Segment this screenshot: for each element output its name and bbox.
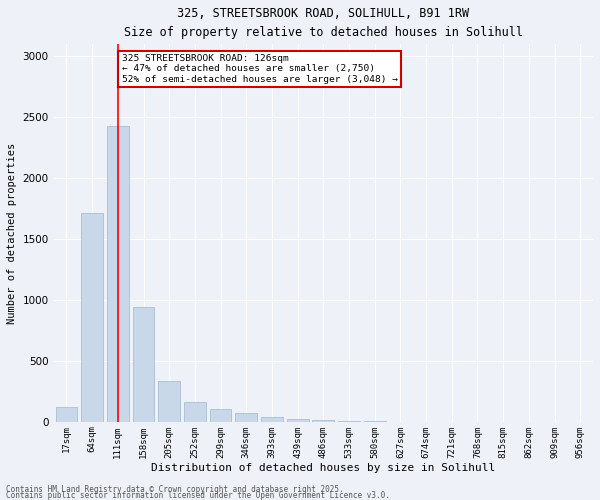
Bar: [184, 402, 206, 422]
Bar: [56, 406, 77, 422]
Y-axis label: Number of detached properties: Number of detached properties: [7, 143, 17, 324]
Bar: [287, 419, 308, 422]
Bar: [133, 306, 154, 422]
X-axis label: Distribution of detached houses by size in Solihull: Distribution of detached houses by size …: [151, 463, 496, 473]
Title: 325, STREETSBROOK ROAD, SOLIHULL, B91 1RW
Size of property relative to detached : 325, STREETSBROOK ROAD, SOLIHULL, B91 1R…: [124, 7, 523, 39]
Bar: [81, 212, 103, 422]
Bar: [235, 414, 257, 422]
Bar: [313, 420, 334, 422]
Text: 325 STREETSBROOK ROAD: 126sqm
← 47% of detached houses are smaller (2,750)
52% o: 325 STREETSBROOK ROAD: 126sqm ← 47% of d…: [122, 54, 398, 84]
Bar: [107, 126, 129, 422]
Text: Contains HM Land Registry data © Crown copyright and database right 2025.: Contains HM Land Registry data © Crown c…: [6, 484, 344, 494]
Text: Contains public sector information licensed under the Open Government Licence v3: Contains public sector information licen…: [6, 490, 390, 500]
Bar: [338, 421, 360, 422]
Bar: [209, 409, 232, 422]
Bar: [158, 381, 180, 422]
Bar: [261, 417, 283, 422]
